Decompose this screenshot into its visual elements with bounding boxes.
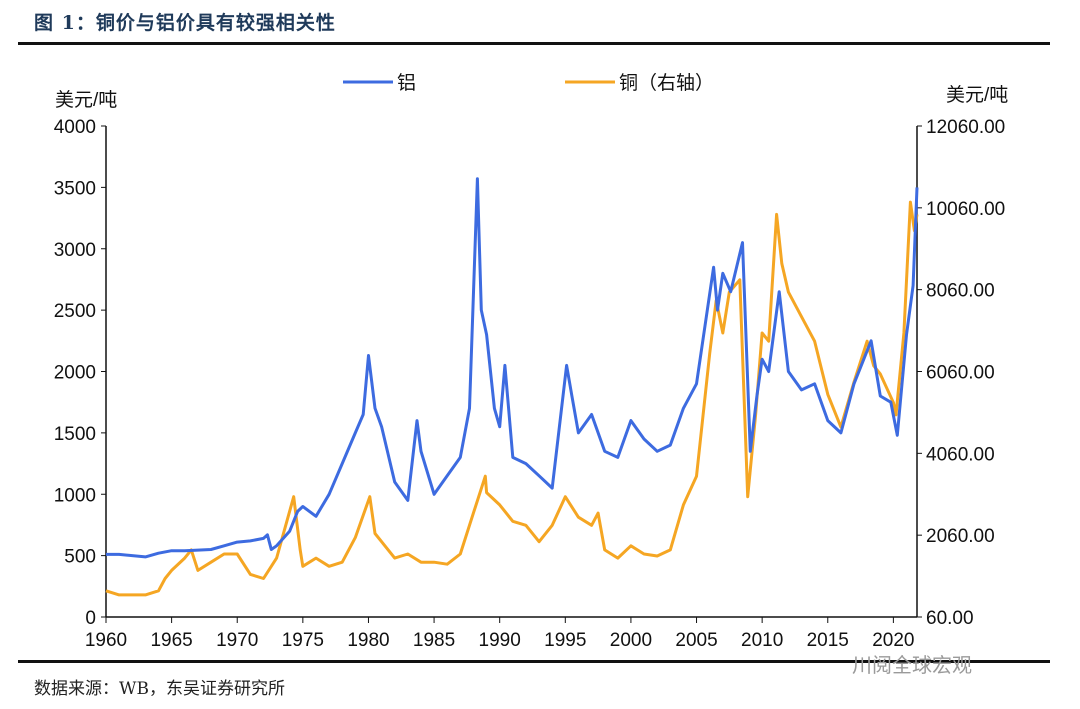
x-tick-label: 1960	[85, 630, 127, 651]
axes: 0 500 1000 1500 2000 2500 3000 3500 4000 60.00 206…	[54, 117, 1006, 651]
left-tick-label: 3000	[54, 240, 96, 261]
left-tick-label: 1500	[54, 424, 96, 445]
x-tick-label: 2010	[741, 630, 783, 651]
right-tick-label: 10060.00	[926, 199, 1005, 220]
legend-label-aluminum: 铝	[397, 72, 416, 94]
legend-label-copper: 铜（右轴）	[619, 72, 714, 94]
x-tick-label: 1970	[216, 630, 258, 651]
x-tick-label: 1975	[282, 630, 324, 651]
x-tick-label: 2020	[872, 630, 914, 651]
left-axis-label: 美元/吨	[55, 89, 117, 111]
copper-line	[105, 200, 919, 597]
right-tick-label: 2060.00	[926, 526, 995, 547]
right-tick-label: 60.00	[926, 608, 974, 629]
left-tick-label: 500	[64, 547, 96, 568]
x-tick-label: 2005	[675, 630, 717, 651]
figure-title: 图 1：铜价与铝价具有较强相关性	[34, 12, 336, 34]
right-tick-label: 6060.00	[926, 363, 995, 384]
legend: 铝 铜（右轴）	[343, 72, 714, 94]
left-tick-label: 2500	[54, 301, 96, 322]
watermark: 川阅全球宏观	[852, 655, 972, 677]
source-note: 数据来源：WB，东吴证券研究所	[34, 679, 285, 699]
top-rule	[18, 42, 1050, 45]
left-tick-label: 0	[85, 608, 96, 629]
right-tick-label: 4060.00	[926, 444, 995, 465]
x-tick-label: 2000	[610, 630, 652, 651]
left-tick-label: 2000	[54, 363, 96, 384]
x-tick-label: 1980	[347, 630, 389, 651]
x-tick-label: 1965	[150, 630, 192, 651]
series-lines	[105, 177, 919, 597]
bottom-rule	[18, 660, 1050, 663]
x-tick-label: 2015	[807, 630, 849, 651]
x-tick-label: 1985	[413, 630, 455, 651]
right-tick-label: 12060.00	[926, 117, 1005, 138]
left-tick-label: 1000	[54, 485, 96, 506]
right-tick-label: 8060.00	[926, 281, 995, 302]
left-tick-label: 3500	[54, 178, 96, 199]
x-tick-label: 1990	[479, 630, 521, 651]
right-axis-label: 美元/吨	[946, 84, 1008, 106]
left-tick-label: 4000	[54, 117, 96, 138]
x-tick-label: 1995	[544, 630, 586, 651]
aluminum-line	[106, 177, 919, 559]
